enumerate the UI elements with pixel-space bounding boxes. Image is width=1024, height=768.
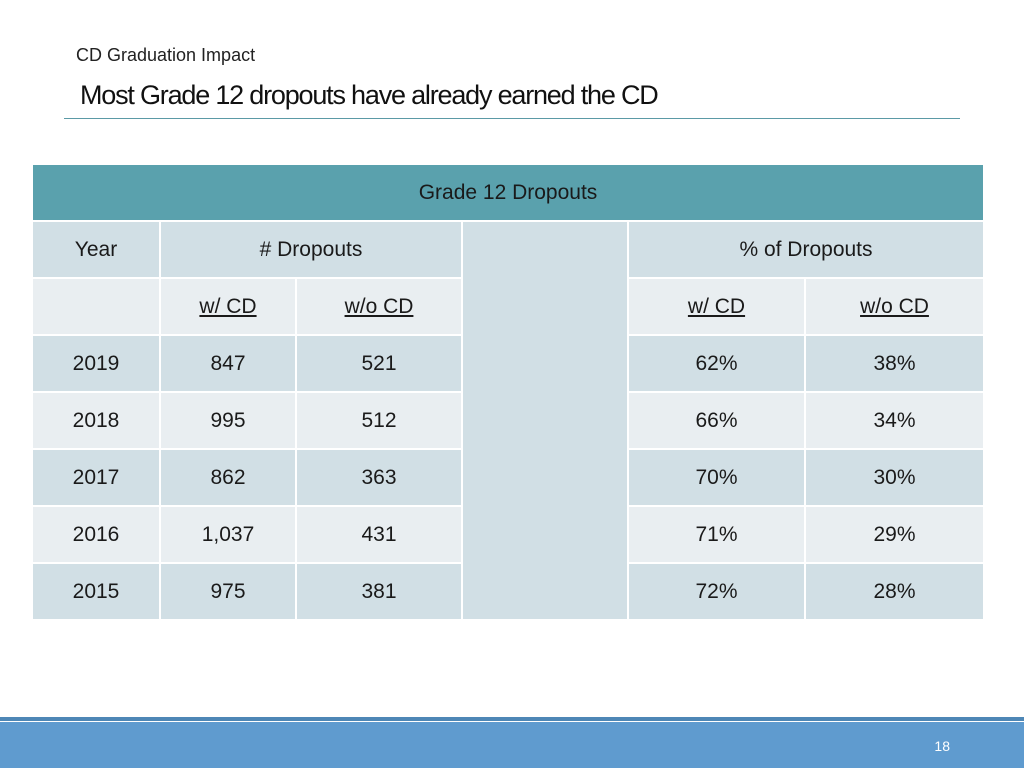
table-subheader-row: w/ CD w/o CD w/ CD w/o CD (33, 279, 983, 334)
with-cd-cell: 975 (161, 564, 295, 619)
sub-pct-with-cd: w/ CD (629, 279, 804, 334)
with-cd-cell: 1,037 (161, 507, 295, 562)
table-row: 2016 1,037 431 71% 29% (33, 507, 983, 562)
without-cd-cell: 521 (297, 336, 461, 391)
table-row: 2017 862 363 70% 30% (33, 450, 983, 505)
table-row: 2015 975 381 72% 28% (33, 564, 983, 619)
pct-with-cd-cell: 62% (629, 336, 804, 391)
pct-without-cd-cell: 28% (806, 564, 983, 619)
pct-with-cd-cell: 71% (629, 507, 804, 562)
year-cell: 2019 (33, 336, 159, 391)
without-cd-cell: 381 (297, 564, 461, 619)
with-cd-cell: 995 (161, 393, 295, 448)
slide-subtitle: CD Graduation Impact (76, 45, 256, 65)
spacer-column (463, 222, 627, 619)
dropouts-table: Grade 12 Dropouts Year # Dropouts % of D… (31, 163, 985, 621)
year-cell: 2015 (33, 564, 159, 619)
pct-dropouts-header: % of Dropouts (629, 222, 983, 277)
table-row: 2019 847 521 62% 38% (33, 336, 983, 391)
year-cell: 2017 (33, 450, 159, 505)
sub-with-cd: w/ CD (161, 279, 295, 334)
pct-without-cd-cell: 34% (806, 393, 983, 448)
footer-divider (0, 717, 1024, 721)
without-cd-cell: 431 (297, 507, 461, 562)
footer-bar: 18 (0, 722, 1024, 768)
pct-without-cd-cell: 30% (806, 450, 983, 505)
pct-with-cd-cell: 66% (629, 393, 804, 448)
pct-with-cd-cell: 70% (629, 450, 804, 505)
slide-title: Most Grade 12 dropouts have already earn… (80, 80, 659, 110)
year-cell: 2016 (33, 507, 159, 562)
table-band-header: Grade 12 Dropouts (33, 165, 983, 220)
page-number: 18 (934, 738, 950, 754)
without-cd-cell: 512 (297, 393, 461, 448)
with-cd-cell: 862 (161, 450, 295, 505)
with-cd-cell: 847 (161, 336, 295, 391)
table-header-row: Year # Dropouts % of Dropouts (33, 222, 983, 619)
pct-without-cd-cell: 29% (806, 507, 983, 562)
subheader-empty (33, 279, 159, 334)
year-header: Year (33, 222, 159, 277)
title-divider (64, 118, 960, 119)
num-dropouts-header: # Dropouts (161, 222, 461, 277)
table-row: 2018 995 512 66% 34% (33, 393, 983, 448)
sub-pct-without-cd: w/o CD (806, 279, 983, 334)
year-cell: 2018 (33, 393, 159, 448)
pct-with-cd-cell: 72% (629, 564, 804, 619)
pct-without-cd-cell: 38% (806, 336, 983, 391)
table-band-row: Grade 12 Dropouts (33, 165, 983, 220)
without-cd-cell: 363 (297, 450, 461, 505)
sub-without-cd: w/o CD (297, 279, 461, 334)
